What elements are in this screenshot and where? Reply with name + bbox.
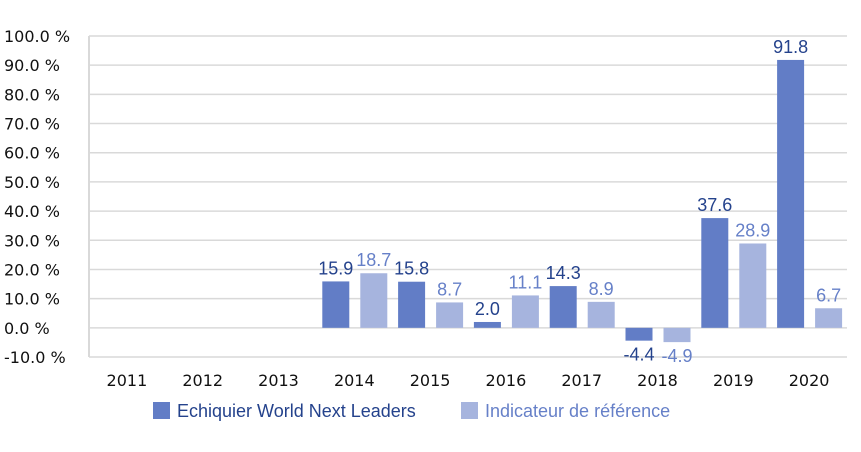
legend-swatch-benchmark bbox=[461, 402, 478, 419]
y-tick-label: 70.0 % bbox=[4, 115, 60, 134]
y-tick-label: 20.0 % bbox=[4, 260, 60, 279]
x-tick-label: 2014 bbox=[334, 371, 375, 390]
data-label: 37.6 bbox=[697, 195, 732, 215]
x-tick-label: 2017 bbox=[561, 371, 602, 390]
y-tick-label: 50.0 % bbox=[4, 173, 60, 192]
data-label: 15.8 bbox=[394, 259, 429, 279]
x-tick-label: 2018 bbox=[637, 371, 678, 390]
data-label: 18.7 bbox=[356, 250, 391, 270]
y-tick-label: 60.0 % bbox=[4, 144, 60, 163]
bar-benchmark-2020 bbox=[815, 308, 843, 328]
bar-benchmark-2016 bbox=[511, 295, 539, 328]
gridlines bbox=[88, 35, 847, 358]
bar-benchmark-2015 bbox=[436, 302, 464, 328]
bar-fund-2018 bbox=[625, 327, 653, 341]
legend-label-fund: Echiquier World Next Leaders bbox=[177, 401, 416, 421]
y-tick-label: 30.0 % bbox=[4, 231, 60, 250]
legend: Echiquier World Next Leaders Indicateur … bbox=[153, 401, 670, 421]
data-label: 14.3 bbox=[546, 263, 581, 283]
bar-fund-2020 bbox=[777, 59, 805, 328]
x-tick-label: 2020 bbox=[789, 371, 830, 390]
bar-fund-2015 bbox=[398, 281, 426, 328]
bar-fund-2014 bbox=[322, 281, 350, 328]
data-label: 6.7 bbox=[816, 285, 841, 305]
data-labels: 15.9 18.7 15.8 8.7 2.0 11.1 14.3 8.9 -4.4 -4.9 37.… bbox=[318, 37, 841, 366]
y-tick-label: 40.0 % bbox=[4, 202, 60, 221]
data-label: 8.7 bbox=[437, 279, 462, 299]
y-tick-label: -10.0 % bbox=[4, 348, 66, 367]
y-axis-ticks: 100.0 % 90.0 % 80.0 % 70.0 % 60.0 % 50.0 % 40.… bbox=[4, 27, 70, 367]
x-tick-label: 2016 bbox=[486, 371, 527, 390]
x-tick-label: 2015 bbox=[410, 371, 451, 390]
bar-fund-2017 bbox=[549, 286, 577, 328]
bar-benchmark-2014 bbox=[360, 273, 388, 328]
data-label: 8.9 bbox=[589, 279, 614, 299]
data-label: -4.4 bbox=[623, 345, 654, 365]
legend-swatch-fund bbox=[153, 402, 170, 419]
bar-fund-2016 bbox=[473, 321, 501, 328]
bar-benchmark-2018 bbox=[663, 327, 691, 343]
x-tick-label: 2011 bbox=[107, 371, 148, 390]
data-label: -4.9 bbox=[661, 346, 692, 366]
bar-benchmark-2017 bbox=[587, 301, 615, 328]
x-tick-label: 2012 bbox=[182, 371, 223, 390]
data-label: 15.9 bbox=[318, 258, 353, 278]
data-label: 11.1 bbox=[509, 272, 543, 292]
x-tick-label: 2013 bbox=[258, 371, 299, 390]
y-tick-label: 90.0 % bbox=[4, 56, 60, 75]
y-tick-label: 0.0 % bbox=[4, 319, 50, 338]
data-label: 28.9 bbox=[735, 220, 770, 240]
x-axis-ticks: 2011 2012 2013 2014 2015 2016 2017 2018 2019 2020 bbox=[107, 371, 830, 390]
x-tick-label: 2019 bbox=[713, 371, 754, 390]
legend-label-benchmark: Indicateur de référence bbox=[485, 401, 670, 421]
y-tick-label: 10.0 % bbox=[4, 290, 60, 309]
bars bbox=[322, 59, 843, 343]
y-tick-label: 100.0 % bbox=[4, 27, 70, 46]
bar-benchmark-2019 bbox=[739, 243, 767, 328]
data-label: 91.8 bbox=[773, 37, 808, 57]
data-label: 2.0 bbox=[475, 299, 500, 319]
bar-fund-2019 bbox=[701, 218, 729, 328]
y-tick-label: 80.0 % bbox=[4, 85, 60, 104]
